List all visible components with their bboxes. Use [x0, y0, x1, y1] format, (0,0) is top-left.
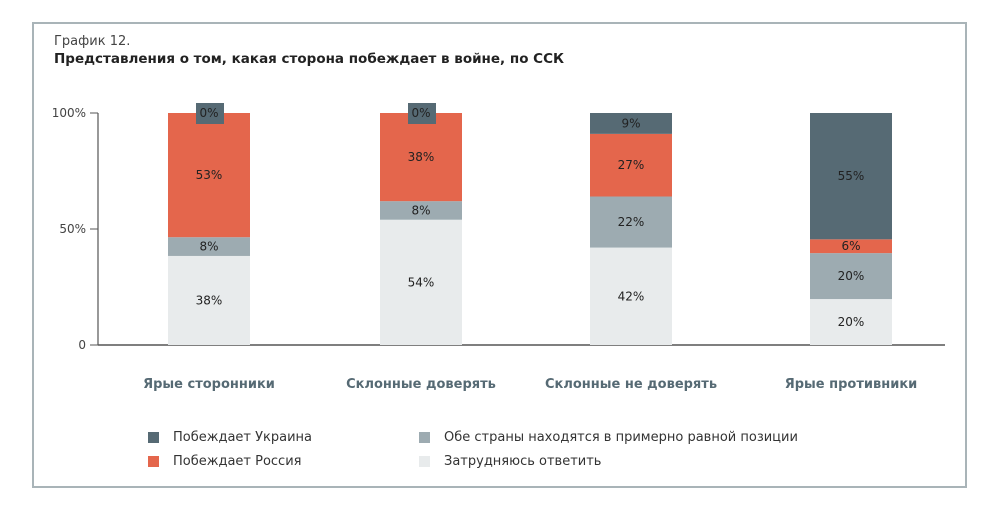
data-label: 27% — [618, 158, 645, 172]
data-label: 55% — [838, 169, 865, 183]
bar-segment — [590, 196, 672, 248]
bar-segment — [810, 253, 892, 300]
bar-segment — [380, 201, 462, 220]
data-label: 6% — [841, 239, 860, 253]
legend-item-russia: Побеждает Россия — [148, 454, 301, 469]
data-label: 8% — [199, 240, 218, 254]
bar-segment — [168, 113, 250, 238]
category-label: Склонные доверять — [346, 377, 496, 392]
chart-title: Представления о том, какая сторона побеж… — [54, 51, 565, 67]
bar-segment — [810, 239, 892, 254]
category-label: Склонные не доверять — [545, 377, 717, 392]
data-label: 20% — [838, 315, 865, 329]
data-label: 38% — [408, 150, 435, 164]
legend-swatch — [419, 456, 430, 467]
y-tick-label: 100% — [52, 106, 86, 120]
data-label: 0% — [411, 106, 430, 120]
bar-segment — [590, 113, 672, 134]
data-label: 9% — [621, 116, 640, 130]
data-label: 22% — [618, 215, 645, 229]
y-tick-label: 0 — [78, 338, 86, 352]
data-label: 54% — [408, 275, 435, 289]
data-label: 20% — [838, 269, 865, 283]
category-label: Ярые противники — [785, 377, 918, 392]
bar-segment — [590, 247, 672, 345]
y-tick-label: 50% — [59, 222, 86, 236]
data-label: 53% — [196, 168, 223, 182]
chart-number: График 12. — [54, 34, 131, 49]
data-label: 0% — [199, 106, 218, 120]
bar-segment — [168, 237, 250, 256]
bar-segment — [196, 103, 224, 124]
data-label: 42% — [618, 289, 645, 303]
legend-item-ukraine: Побеждает Украина — [148, 430, 312, 445]
bar-segment — [810, 299, 892, 345]
bar-segment — [168, 255, 250, 345]
data-label: 38% — [196, 293, 223, 307]
bar-segment — [380, 219, 462, 345]
legend-swatch — [148, 456, 159, 467]
bar-segment — [810, 113, 892, 240]
legend-swatch — [148, 432, 159, 443]
bar-segment — [590, 133, 672, 197]
chart-frame — [32, 22, 967, 488]
bar-segment — [408, 103, 436, 124]
legend-swatch — [419, 432, 430, 443]
category-label: Ярые сторонники — [143, 377, 275, 392]
bar-segment — [380, 113, 462, 202]
legend-item-equal: Обе страны находятся в примерно равной п… — [419, 430, 798, 445]
legend-item-undecided: Затрудняюсь ответить — [419, 454, 601, 469]
data-label: 8% — [411, 203, 430, 217]
